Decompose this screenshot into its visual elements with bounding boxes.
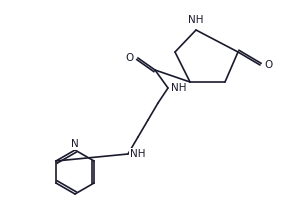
Text: O: O [126,53,134,63]
Text: NH: NH [171,83,187,93]
Text: NH: NH [130,149,146,159]
Text: NH: NH [188,15,204,25]
Text: N: N [71,139,79,149]
Text: O: O [264,60,272,70]
